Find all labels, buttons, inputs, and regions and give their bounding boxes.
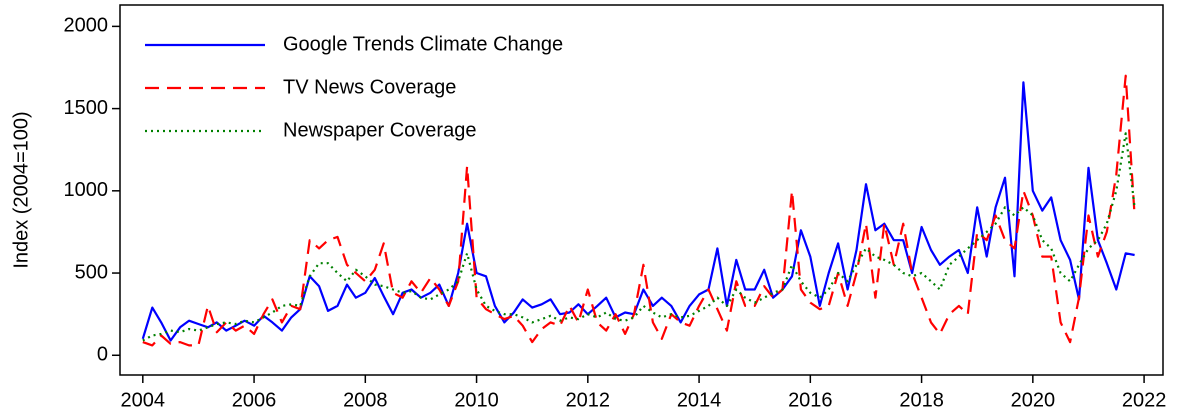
y-tick-label: 2000: [64, 15, 109, 37]
x-tick-label: 2022: [1122, 389, 1167, 411]
x-tick-label: 2010: [454, 389, 499, 411]
y-axis-label: Index (2004=100): [10, 111, 32, 268]
y-tick-label: 1500: [64, 97, 109, 119]
x-tick-label: 2014: [677, 389, 722, 411]
y-tick-label: 0: [97, 344, 108, 366]
x-tick-label: 2006: [232, 389, 277, 411]
x-tick-label: 2012: [566, 389, 611, 411]
y-tick-label: 1000: [64, 179, 109, 201]
plot-frame: [119, 4, 1164, 376]
y-tick-label: 500: [75, 261, 108, 283]
series-line: [142, 132, 1136, 342]
legend-label: TV News Coverage: [283, 76, 456, 98]
x-tick-label: 2008: [343, 389, 388, 411]
legend-label: Newspaper Coverage: [283, 119, 476, 141]
x-tick-label: 2016: [788, 389, 833, 411]
x-tick-label: 2004: [121, 389, 166, 411]
legend-label: Google Trends Climate Change: [283, 33, 563, 55]
x-tick-label: 2018: [899, 389, 944, 411]
x-tick-label: 2020: [1011, 389, 1056, 411]
series-line: [142, 74, 1136, 347]
